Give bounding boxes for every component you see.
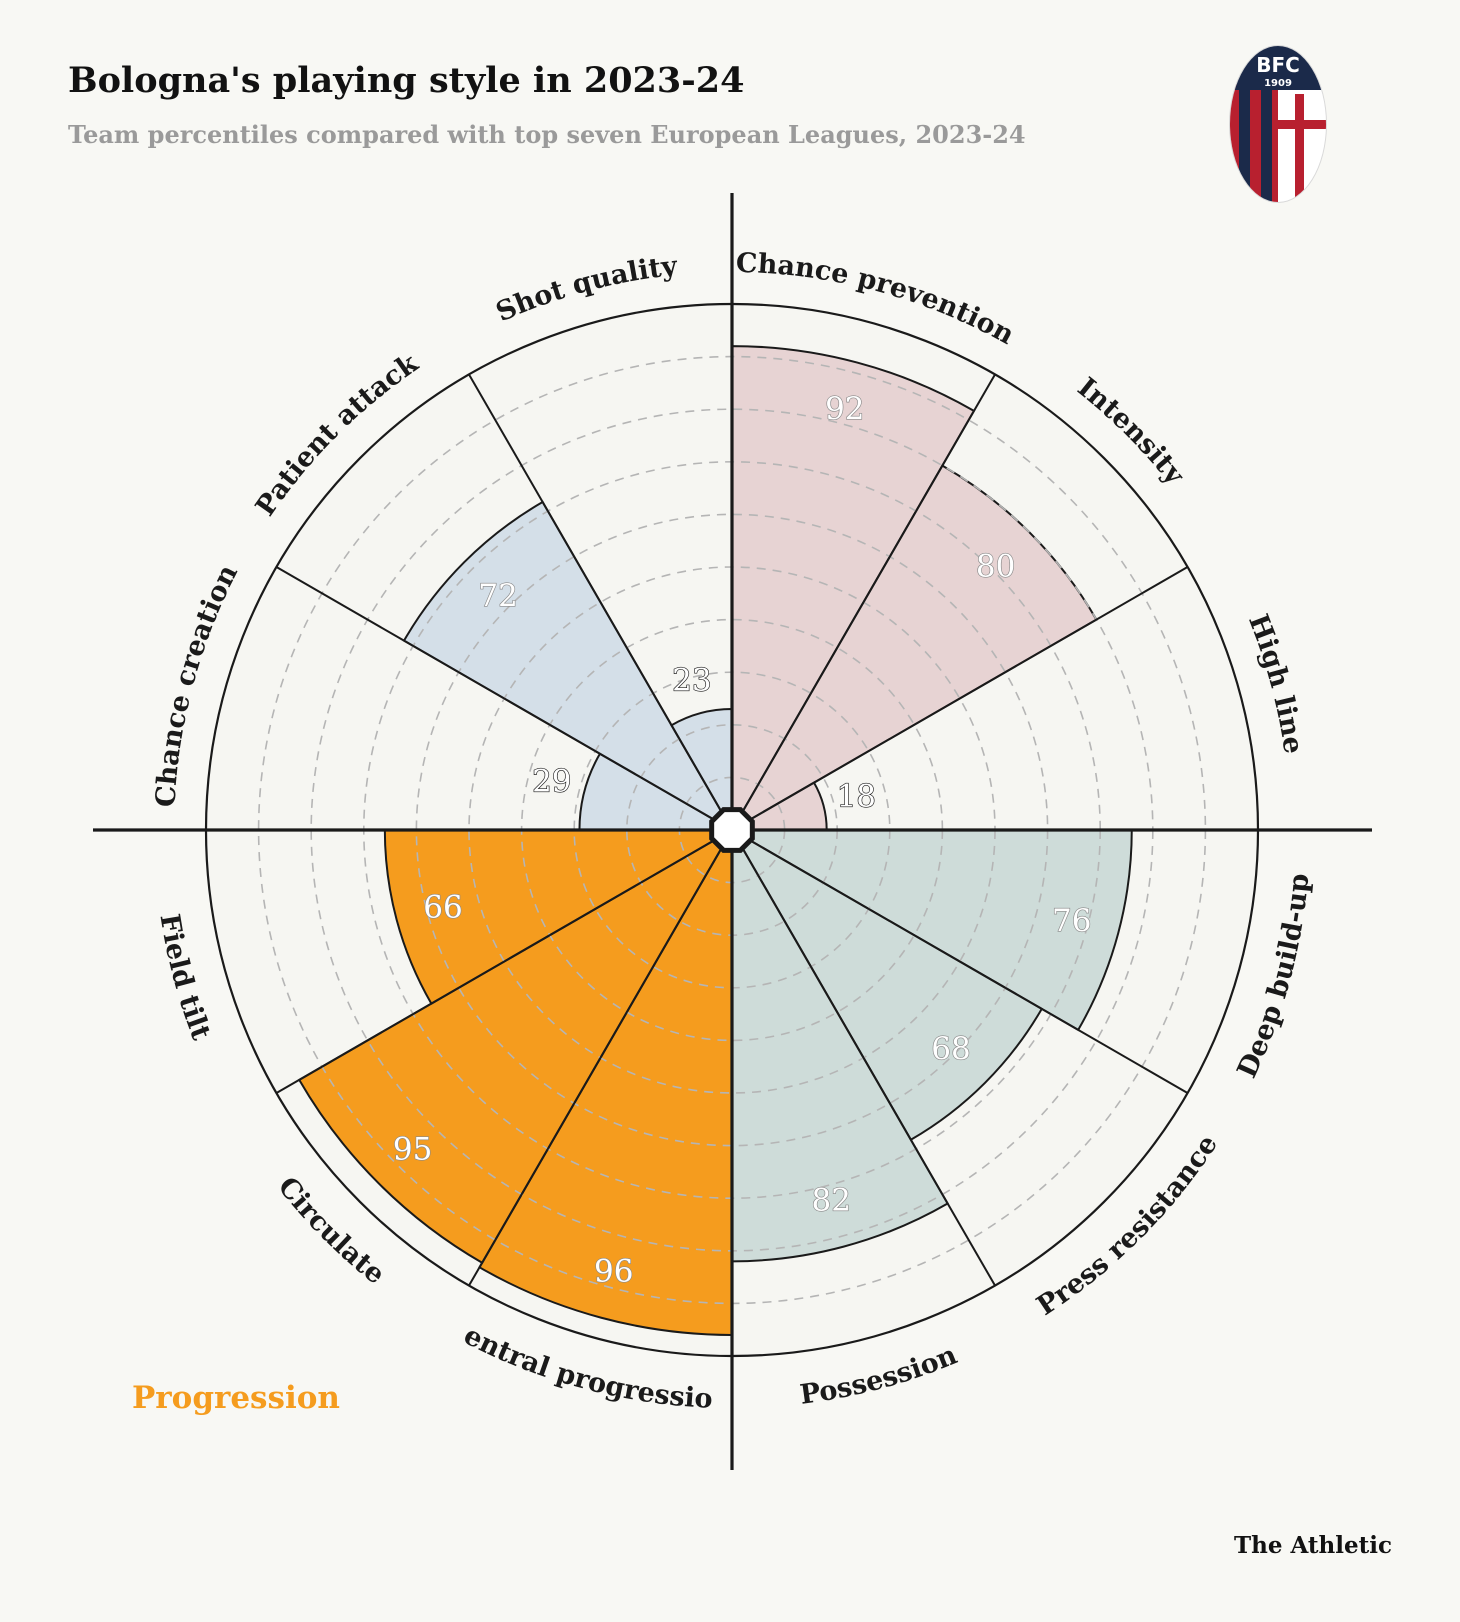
divider-2 <box>731 566 1189 831</box>
divider-1 <box>731 373 996 831</box>
value-label-field-tilt: 66 <box>423 889 462 925</box>
sector-bg-shot-quality <box>469 304 732 830</box>
progression-group-label: Progression <box>132 1380 340 1416</box>
bar-deep-build-up <box>728 829 1133 1032</box>
value-label-circulate: 95 <box>393 1131 432 1167</box>
divider-8 <box>275 829 733 1094</box>
value-label-intensity: 80 <box>976 548 1015 584</box>
bologna-fc-crest-icon: BFC 1909 <box>1229 45 1327 203</box>
bar-patient-attack <box>402 500 735 833</box>
category-label-text-possession: Possession <box>798 1339 962 1410</box>
category-label-field-tilt: Field tilt <box>153 912 216 1045</box>
category-label-possession: Possession <box>798 1339 962 1410</box>
divider-5 <box>731 829 996 1287</box>
bar-circulate <box>297 827 735 1265</box>
category-label-text-high-line: High line <box>1242 610 1309 756</box>
divider-7 <box>468 829 733 1287</box>
value-label-high-line: 18 <box>837 779 876 815</box>
value-bars <box>297 345 1133 1336</box>
divider-10 <box>275 566 733 831</box>
divider-11 <box>468 373 733 831</box>
chart-title: Bologna's playing style in 2023-24 <box>68 60 745 101</box>
source-credit: The Athletic <box>1233 1532 1392 1559</box>
chart-subtitle: Team percentiles compared with top seven… <box>68 120 1026 149</box>
crest-lettering: BFC <box>1256 53 1300 77</box>
value-label-shot-quality: 23 <box>672 662 711 698</box>
category-label-high-line: High line <box>1242 610 1309 756</box>
center-hub-octagon <box>709 807 755 853</box>
center-hub <box>709 807 755 853</box>
value-labels: 92 80 18 76 68 82 96 95 66 29 72 23 <box>392 390 1092 1290</box>
divider-4 <box>731 829 1189 1094</box>
value-label-deep-build-up: 76 <box>1052 903 1091 939</box>
category-label-text-field-tilt: Field tilt <box>153 912 216 1045</box>
value-label-possession: 82 <box>811 1182 850 1218</box>
value-label-chance-prevention: 92 <box>825 391 864 427</box>
value-label-press-resistance: 68 <box>931 1031 970 1067</box>
bar-press-resistance <box>729 827 1044 1142</box>
bar-central-progression <box>478 826 733 1336</box>
value-label-chance-creation: 29 <box>532 764 571 800</box>
value-label-central-progression: 96 <box>594 1253 633 1289</box>
sector-bg-high-line <box>732 567 1258 830</box>
value-label-patient-attack: 72 <box>478 578 517 614</box>
bar-field-tilt <box>383 829 736 1005</box>
bar-possession <box>731 826 950 1263</box>
crest-year: 1909 <box>1264 78 1292 89</box>
